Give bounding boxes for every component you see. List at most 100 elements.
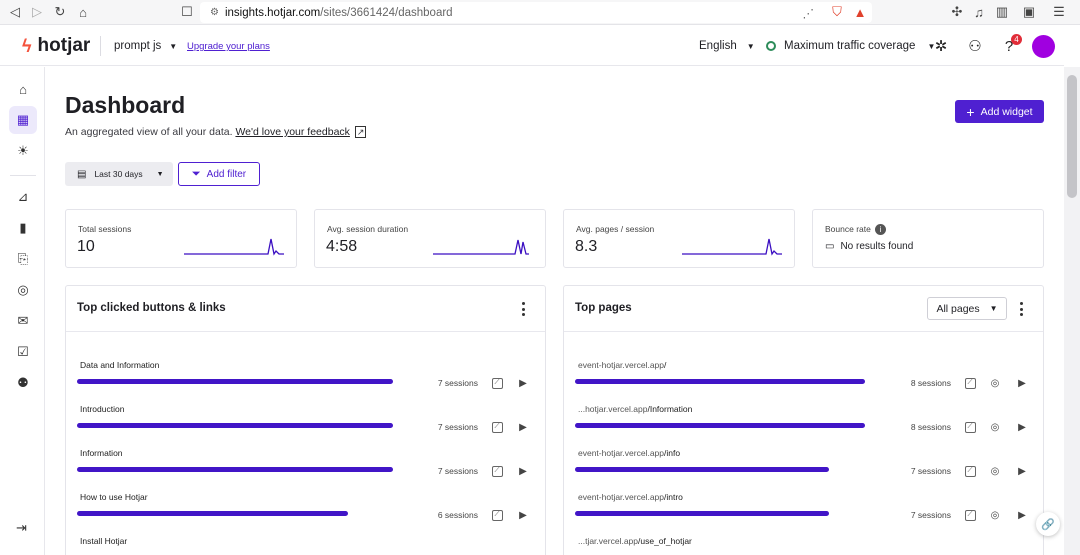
avatar[interactable] <box>1032 35 1055 58</box>
panel-header: Top pages All pages ▼ <box>564 286 1043 332</box>
traffic-coverage-selector[interactable]: Maximum traffic coverage ▼ <box>766 40 935 52</box>
left-nav: ⌂ ▦ ☀ ⊿ ▮ ⎘ ◎ ✉ ☑ ⚉ <box>0 67 45 555</box>
rewards-icon[interactable]: ▲ <box>853 4 867 20</box>
more-options-icon[interactable] <box>1018 302 1024 316</box>
reload-icon[interactable]: ↻ <box>54 4 66 19</box>
address-bar[interactable]: ⚙ insights.hotjar.com/sites/3661424/dash… <box>200 2 872 23</box>
scrollbar[interactable] <box>1064 67 1080 555</box>
play-icon[interactable]: ▶ <box>519 465 527 477</box>
play-icon[interactable]: ▶ <box>519 377 527 389</box>
play-icon[interactable]: ▶ <box>1018 465 1026 477</box>
nav-dashboard-icon[interactable]: ▦ <box>9 106 37 134</box>
wallet-icon[interactable]: ▣ <box>1022 4 1036 19</box>
feedback-link[interactable]: We'd love your feedback <box>235 126 350 138</box>
page-url-path: /info <box>664 448 681 458</box>
language-selector[interactable]: English ▼ <box>699 40 755 52</box>
hotjar-logo[interactable]: ϟ hotjar <box>22 35 90 57</box>
trend-icon[interactable]: ⟋ <box>491 465 503 477</box>
trend-icon[interactable]: ⟋ <box>964 421 976 433</box>
page-url: ...tjar.vercel.app/use_of_hotjar <box>578 536 692 546</box>
hotjar-logo-icon: ϟ <box>22 35 32 56</box>
play-icon[interactable]: ▶ <box>519 421 527 433</box>
page-url-prefix: ...hotjar.vercel.app <box>578 404 648 414</box>
upgrade-link[interactable]: Upgrade your plans <box>187 41 270 52</box>
more-options-icon[interactable] <box>520 302 526 316</box>
link-icon[interactable]: 🔗 <box>1036 512 1060 536</box>
page-url: ...hotjar.vercel.app/Information <box>578 404 692 414</box>
bookmark-icon[interactable]: ☐ <box>181 4 193 19</box>
card-label: Avg. session duration <box>327 224 409 234</box>
session-count: 7 sessions <box>910 466 951 476</box>
stat-card-total-sessions[interactable]: Total sessions 10 <box>65 209 297 268</box>
back-icon[interactable]: ◁ <box>10 4 20 19</box>
collapse-nav-icon[interactable]: ⇥ <box>16 520 27 535</box>
row-label: Information <box>80 448 123 458</box>
page-url-path: /Information <box>647 404 693 414</box>
page-url-prefix: ...tjar.vercel.app <box>578 536 639 546</box>
sidebar-icon[interactable]: ▥ <box>995 4 1009 19</box>
page-url: event-hotjar.vercel.app/intro <box>578 492 683 502</box>
session-count: 7 sessions <box>437 422 478 432</box>
nav-interviews-icon[interactable]: ⚉ <box>17 375 29 390</box>
menu-icon[interactable]: ☰ <box>1053 4 1065 19</box>
info-icon[interactable]: i <box>874 224 886 236</box>
stat-card-avg-pages-session[interactable]: Avg. pages / session 8.3 <box>563 209 795 268</box>
page-url-path: / <box>664 360 667 370</box>
trend-icon[interactable]: ⟋ <box>964 509 976 521</box>
scroll-thumb[interactable] <box>1067 75 1077 198</box>
play-icon[interactable]: ▶ <box>1018 377 1026 389</box>
all-pages-dropdown[interactable]: All pages ▼ <box>927 297 1007 320</box>
site-selector[interactable]: prompt js ▼ <box>114 40 177 52</box>
share-icon[interactable]: ⋰ <box>802 7 815 20</box>
add-widget-label: Add widget <box>980 105 1033 118</box>
invite-user-icon[interactable]: ⚇ <box>968 38 982 55</box>
page-url-path: /use_of_hotjar <box>638 536 692 546</box>
date-range-label: Last 30 days <box>94 169 143 179</box>
nav-engage-icon[interactable]: ◎ <box>17 282 29 297</box>
stat-card-avg-session-duration[interactable]: Avg. session duration 4:58 <box>314 209 546 268</box>
add-filter-button[interactable]: ⏷ Add filter <box>178 162 260 186</box>
add-widget-button[interactable]: + Add widget <box>955 100 1044 123</box>
external-link-icon[interactable]: ↗ <box>354 126 367 138</box>
all-pages-label: All pages <box>936 302 980 315</box>
trend-icon[interactable]: ⟋ <box>491 421 503 433</box>
trend-icon[interactable]: ⟋ <box>491 509 503 521</box>
nav-heatmaps-icon[interactable]: ▮ <box>19 220 27 235</box>
nav-recordings-icon[interactable]: ⎘ <box>17 251 29 266</box>
nav-surveys-icon[interactable]: ☑ <box>17 344 29 359</box>
date-range-selector[interactable]: ▤ Last 30 days ▼ <box>65 162 173 186</box>
heatmap-icon[interactable]: ◎ <box>990 421 1000 433</box>
help-icon[interactable]: ? <box>1004 37 1014 55</box>
heatmap-icon[interactable]: ◎ <box>990 377 1000 389</box>
empty-tray-icon: ▭ <box>825 241 835 252</box>
integrations-icon[interactable]: ✲ <box>934 38 948 55</box>
nav-trends-icon[interactable]: ⊿ <box>17 189 29 204</box>
play-icon[interactable]: ▶ <box>519 509 527 521</box>
nav-insights-icon[interactable]: ☀ <box>17 143 29 158</box>
heatmap-icon[interactable]: ◎ <box>990 509 1000 521</box>
media-icon[interactable]: ♫ <box>974 4 984 20</box>
top-pages-panel: Top pages All pages ▼ event-hotjar.verce… <box>563 285 1044 555</box>
filter-icon: ⏷ <box>191 167 201 180</box>
nav-feedback-icon[interactable]: ✉ <box>17 313 29 328</box>
site-info-icon[interactable]: ⚙ <box>210 7 219 18</box>
nav-home-icon[interactable]: ⌂ <box>19 81 27 97</box>
heatmap-icon[interactable]: ◎ <box>990 465 1000 477</box>
trend-icon[interactable]: ⟋ <box>964 377 976 389</box>
language-label: English <box>699 40 737 52</box>
stat-card-bounce-rate[interactable]: Bounce rate i ▭ No results found <box>812 209 1044 268</box>
notification-badge: 4 <box>1011 34 1022 45</box>
trend-icon[interactable]: ⟋ <box>491 377 503 389</box>
home-icon[interactable]: ⌂ <box>79 4 87 20</box>
shield-icon[interactable]: ⛉ <box>832 4 842 19</box>
chevron-down-icon: ▼ <box>746 41 755 51</box>
session-bar <box>77 379 393 384</box>
play-icon[interactable]: ▶ <box>1018 509 1026 521</box>
forward-icon[interactable]: ▷ <box>32 4 42 19</box>
page-title: Dashboard <box>65 92 186 118</box>
page-url: event-hotjar.vercel.app/info <box>578 448 680 458</box>
session-bar <box>77 467 393 472</box>
extensions-icon[interactable]: ✣ <box>951 4 963 19</box>
play-icon[interactable]: ▶ <box>1018 421 1026 433</box>
trend-icon[interactable]: ⟋ <box>964 465 976 477</box>
